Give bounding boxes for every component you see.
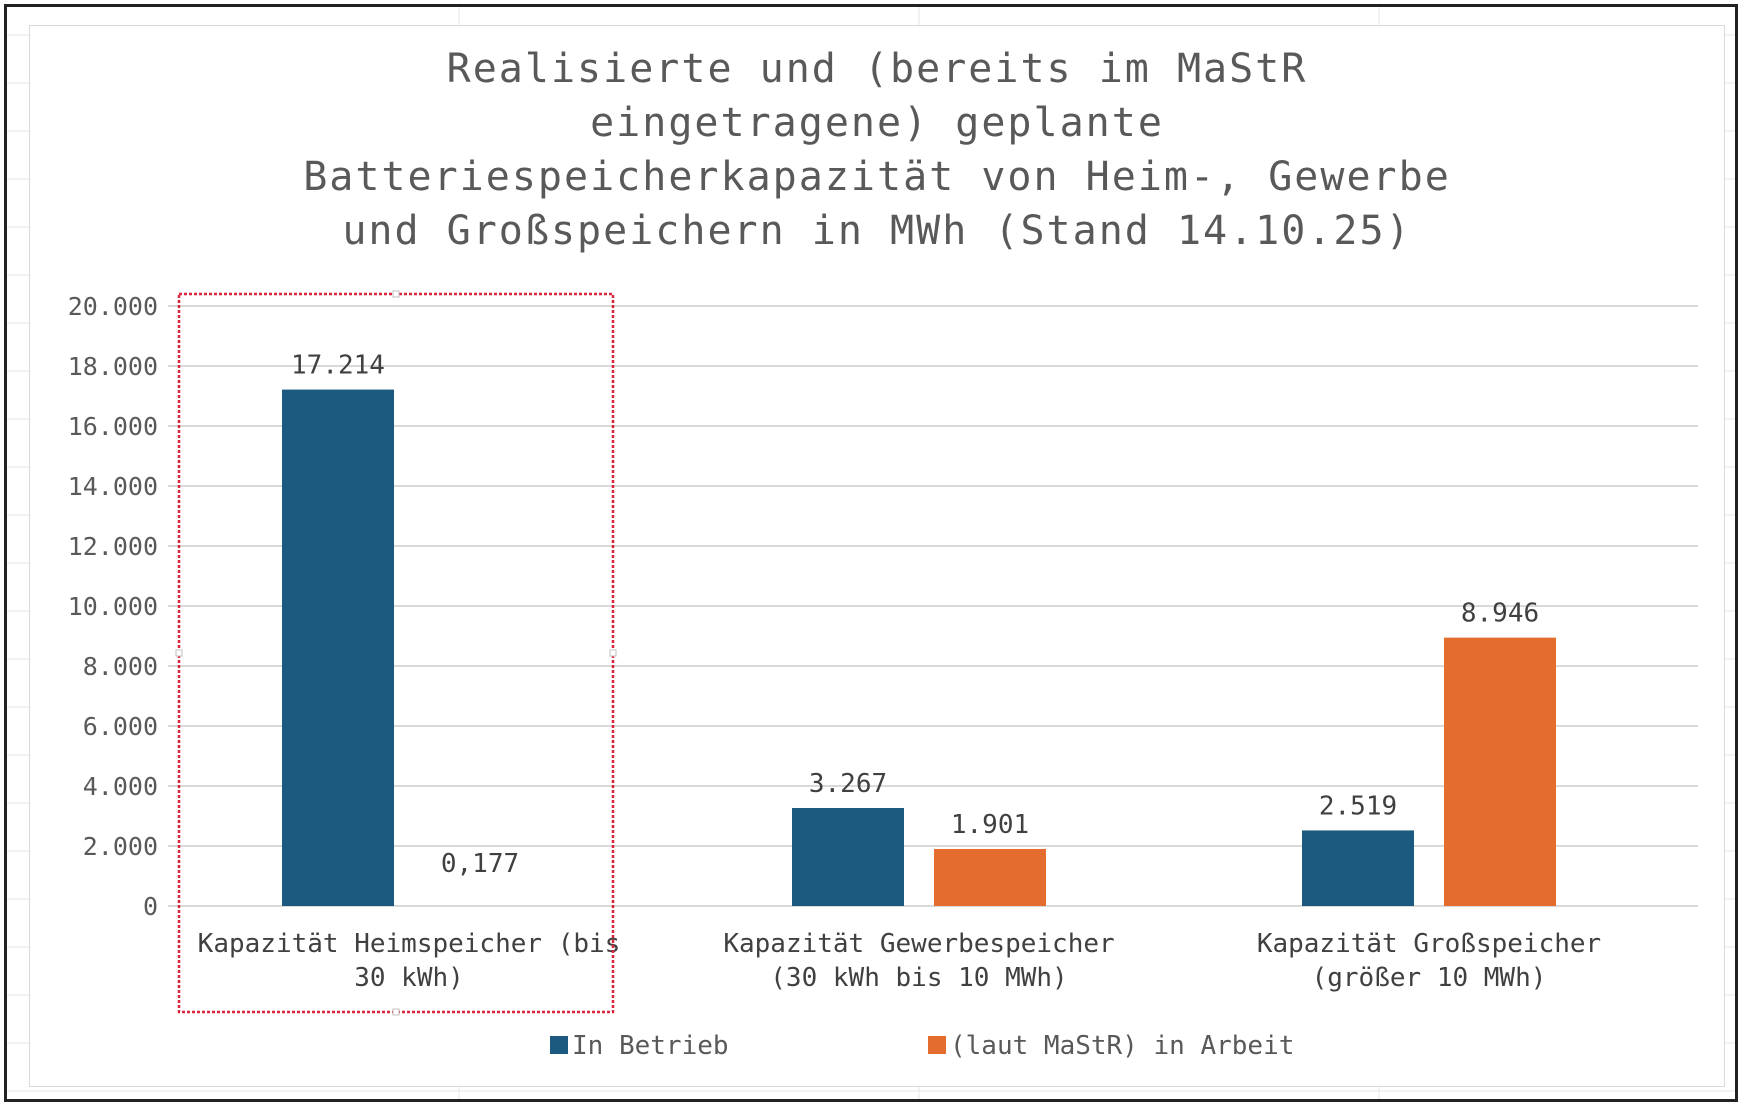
chart-area[interactable]: Realisierte und (bereits im MaStR eingetr… xyxy=(29,25,1725,1087)
chart-title: Realisierte und (bereits im MaStR eingetr… xyxy=(303,46,1451,254)
legend-swatch xyxy=(550,1036,568,1054)
y-axis-ticks: 0 2.000 4.000 6.000 8.000 10.000 12.000 14.000 1… xyxy=(68,292,158,921)
category-label-line2: (größer 10 MWh) xyxy=(1312,963,1547,993)
selection-handle[interactable] xyxy=(392,290,400,298)
category-label-line2: 30 kWh) xyxy=(354,963,464,993)
bar-in-betrieb[interactable] xyxy=(1302,830,1414,906)
y-tick-label: 8.000 xyxy=(83,652,158,681)
legend: In Betrieb (laut MaStR) in Arbeit xyxy=(550,1031,1294,1061)
chart-title-line: und Großspeichern in MWh (Stand 14.10.25… xyxy=(342,208,1411,254)
y-tick-label: 12.000 xyxy=(68,532,158,561)
screenshot-frame: Realisierte und (bereits im MaStR eingetr… xyxy=(4,4,1738,1102)
category-label-line1: Kapazität Großspeicher xyxy=(1257,929,1601,959)
category-label-line2: (30 kWh bis 10 MWh) xyxy=(770,963,1067,993)
bar-in-arbeit[interactable] xyxy=(1444,637,1556,906)
gridlines xyxy=(168,305,1698,907)
y-tick-label: 2.000 xyxy=(83,832,158,861)
x-axis-categories: Kapazität Heimspeicher (bis 30 kWh) Kapazi… xyxy=(198,929,1602,993)
data-label: 3.267 xyxy=(809,769,887,799)
legend-swatch xyxy=(928,1036,946,1054)
y-tick-label: 14.000 xyxy=(68,472,158,501)
data-labels: 17.214 0,177 3.267 1.901 2.519 8.946 xyxy=(291,351,1539,879)
legend-label: In Betrieb xyxy=(572,1031,729,1061)
selection-handle[interactable] xyxy=(175,649,183,657)
y-tick-label: 20.000 xyxy=(68,292,158,321)
data-label: 1.901 xyxy=(951,810,1029,840)
chart-title-line: Batteriespeicherkapazität von Heim-, Gew… xyxy=(303,154,1451,200)
y-tick-label: 6.000 xyxy=(83,712,158,741)
category-label-line1: Kapazität Gewerbespeicher xyxy=(723,929,1114,959)
bar-in-betrieb[interactable] xyxy=(282,389,394,907)
selection-box[interactable] xyxy=(175,290,617,1016)
y-tick-label: 0 xyxy=(143,892,158,921)
y-tick-label: 18.000 xyxy=(68,352,158,381)
y-tick-label: 10.000 xyxy=(68,592,158,621)
selection-handle[interactable] xyxy=(609,649,617,657)
data-label: 0,177 xyxy=(441,849,519,879)
bar-chart: Realisierte und (bereits im MaStR eingetr… xyxy=(68,46,1698,1061)
y-tick-label: 4.000 xyxy=(83,772,158,801)
chart-title-line: eingetragene) geplante xyxy=(590,100,1164,146)
bar-in-betrieb[interactable] xyxy=(792,807,904,906)
data-label: 17.214 xyxy=(291,351,385,381)
category-label-line1: Kapazität Heimspeicher (bis xyxy=(198,929,621,959)
selection-handle[interactable] xyxy=(392,1008,400,1016)
y-tick-label: 16.000 xyxy=(68,412,158,441)
data-label: 8.946 xyxy=(1461,599,1539,629)
selection-rectangle[interactable] xyxy=(177,292,615,1014)
legend-label: (laut MaStR) in Arbeit xyxy=(950,1031,1294,1061)
data-label: 2.519 xyxy=(1319,791,1397,821)
bar-in-arbeit[interactable] xyxy=(934,848,1046,906)
bars xyxy=(282,389,1556,907)
chart-title-line: Realisierte und (bereits im MaStR xyxy=(447,46,1308,92)
